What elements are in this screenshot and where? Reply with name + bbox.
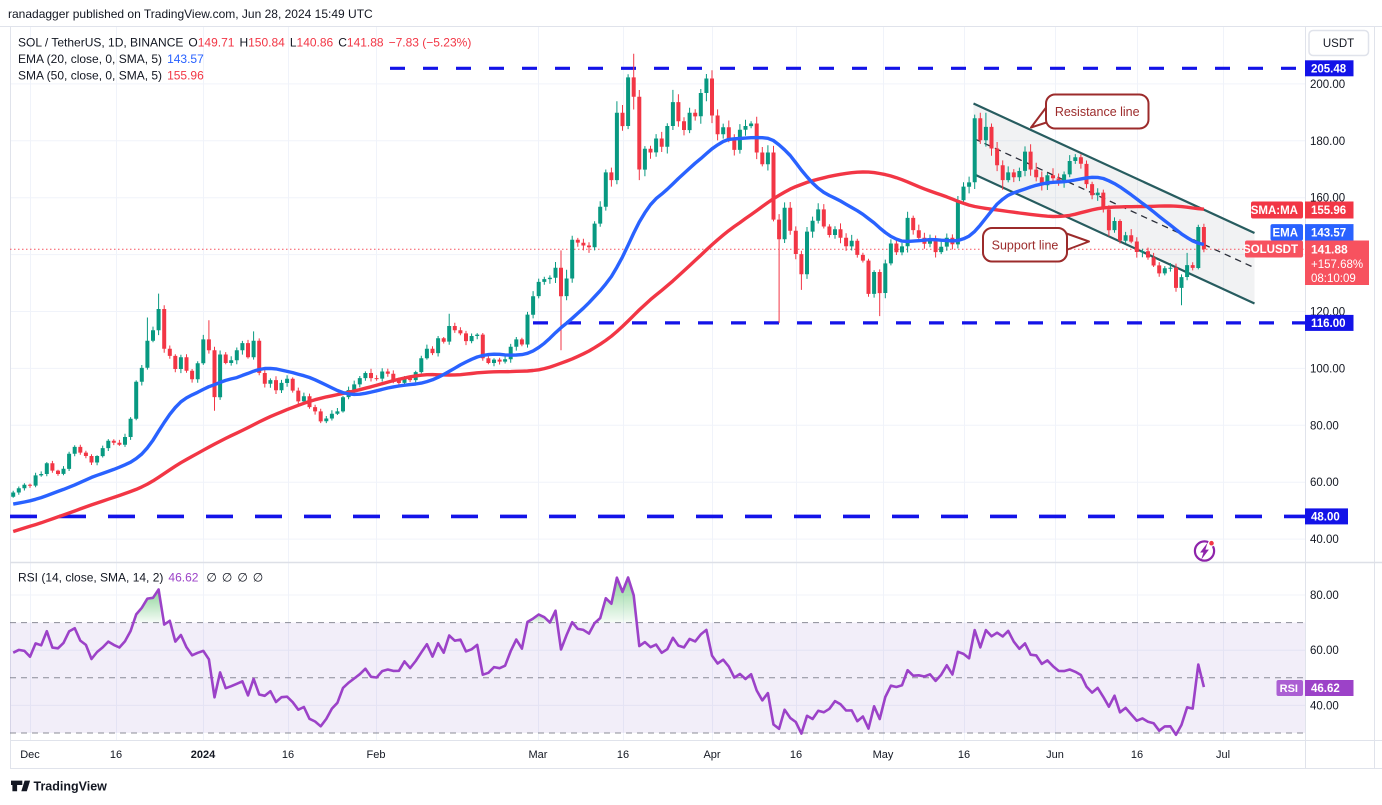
svg-text:16: 16: [790, 749, 802, 761]
svg-text:Jul: Jul: [1216, 749, 1230, 761]
svg-text:48.00: 48.00: [1311, 512, 1340, 524]
svg-text:ranadagger published on Tradin: ranadagger published on TradingView.com,…: [8, 7, 373, 21]
svg-text:2024: 2024: [191, 749, 216, 761]
svg-text:80.00: 80.00: [1310, 420, 1339, 432]
svg-text:TradingView: TradingView: [34, 779, 108, 793]
svg-text:40.00: 40.00: [1310, 700, 1339, 712]
svg-text:155.96: 155.96: [1311, 205, 1346, 217]
svg-text:40.00: 40.00: [1310, 534, 1339, 546]
svg-text:16: 16: [282, 749, 294, 761]
svg-text:SMA:MA: SMA:MA: [1251, 205, 1298, 217]
svg-text:EMA: EMA: [1272, 227, 1298, 239]
svg-text:Apr: Apr: [703, 749, 720, 761]
svg-text:100.00: 100.00: [1310, 363, 1345, 375]
svg-text:RSI: RSI: [1280, 683, 1298, 695]
svg-text:205.48: 205.48: [1311, 64, 1347, 76]
svg-text:Mar: Mar: [529, 749, 548, 761]
svg-text:Feb: Feb: [367, 749, 386, 761]
svg-text:143.57: 143.57: [1311, 227, 1346, 239]
svg-text:46.62: 46.62: [1311, 683, 1340, 695]
svg-text:+157.68%: +157.68%: [1311, 259, 1363, 271]
svg-text:USDT: USDT: [1323, 38, 1354, 50]
svg-text:200.00: 200.00: [1310, 79, 1345, 91]
svg-text:16: 16: [1131, 749, 1143, 761]
svg-text:Support line: Support line: [992, 238, 1059, 252]
svg-text:60.00: 60.00: [1310, 645, 1339, 657]
svg-text:16: 16: [958, 749, 970, 761]
svg-text:Resistance line: Resistance line: [1055, 105, 1140, 119]
svg-text:16: 16: [110, 749, 122, 761]
svg-text:60.00: 60.00: [1310, 477, 1339, 489]
svg-text:EMA (20, close, 0, SMA, 5)143.: EMA (20, close, 0, SMA, 5) 143.57: [18, 52, 204, 66]
svg-text:SMA (50, close, 0, SMA, 5)155.: SMA (50, close, 0, SMA, 5) 155.96: [18, 69, 204, 83]
svg-text:RSI (14, close, SMA, 14, 2)46.: RSI (14, close, SMA, 14, 2) 46.62 ∅ ∅ ∅ ∅: [18, 571, 263, 585]
svg-text:16: 16: [617, 749, 629, 761]
svg-text:SOLUSDT: SOLUSDT: [1243, 244, 1298, 256]
svg-text:180.00: 180.00: [1310, 136, 1345, 148]
svg-text:Jun: Jun: [1046, 749, 1064, 761]
svg-text:116.00: 116.00: [1311, 318, 1346, 330]
svg-text:May: May: [873, 749, 894, 761]
svg-text:141.88: 141.88: [1311, 242, 1348, 256]
svg-text:08:10:09: 08:10:09: [1311, 273, 1356, 285]
svg-text:80.00: 80.00: [1310, 590, 1339, 602]
svg-text:Dec: Dec: [20, 749, 40, 761]
